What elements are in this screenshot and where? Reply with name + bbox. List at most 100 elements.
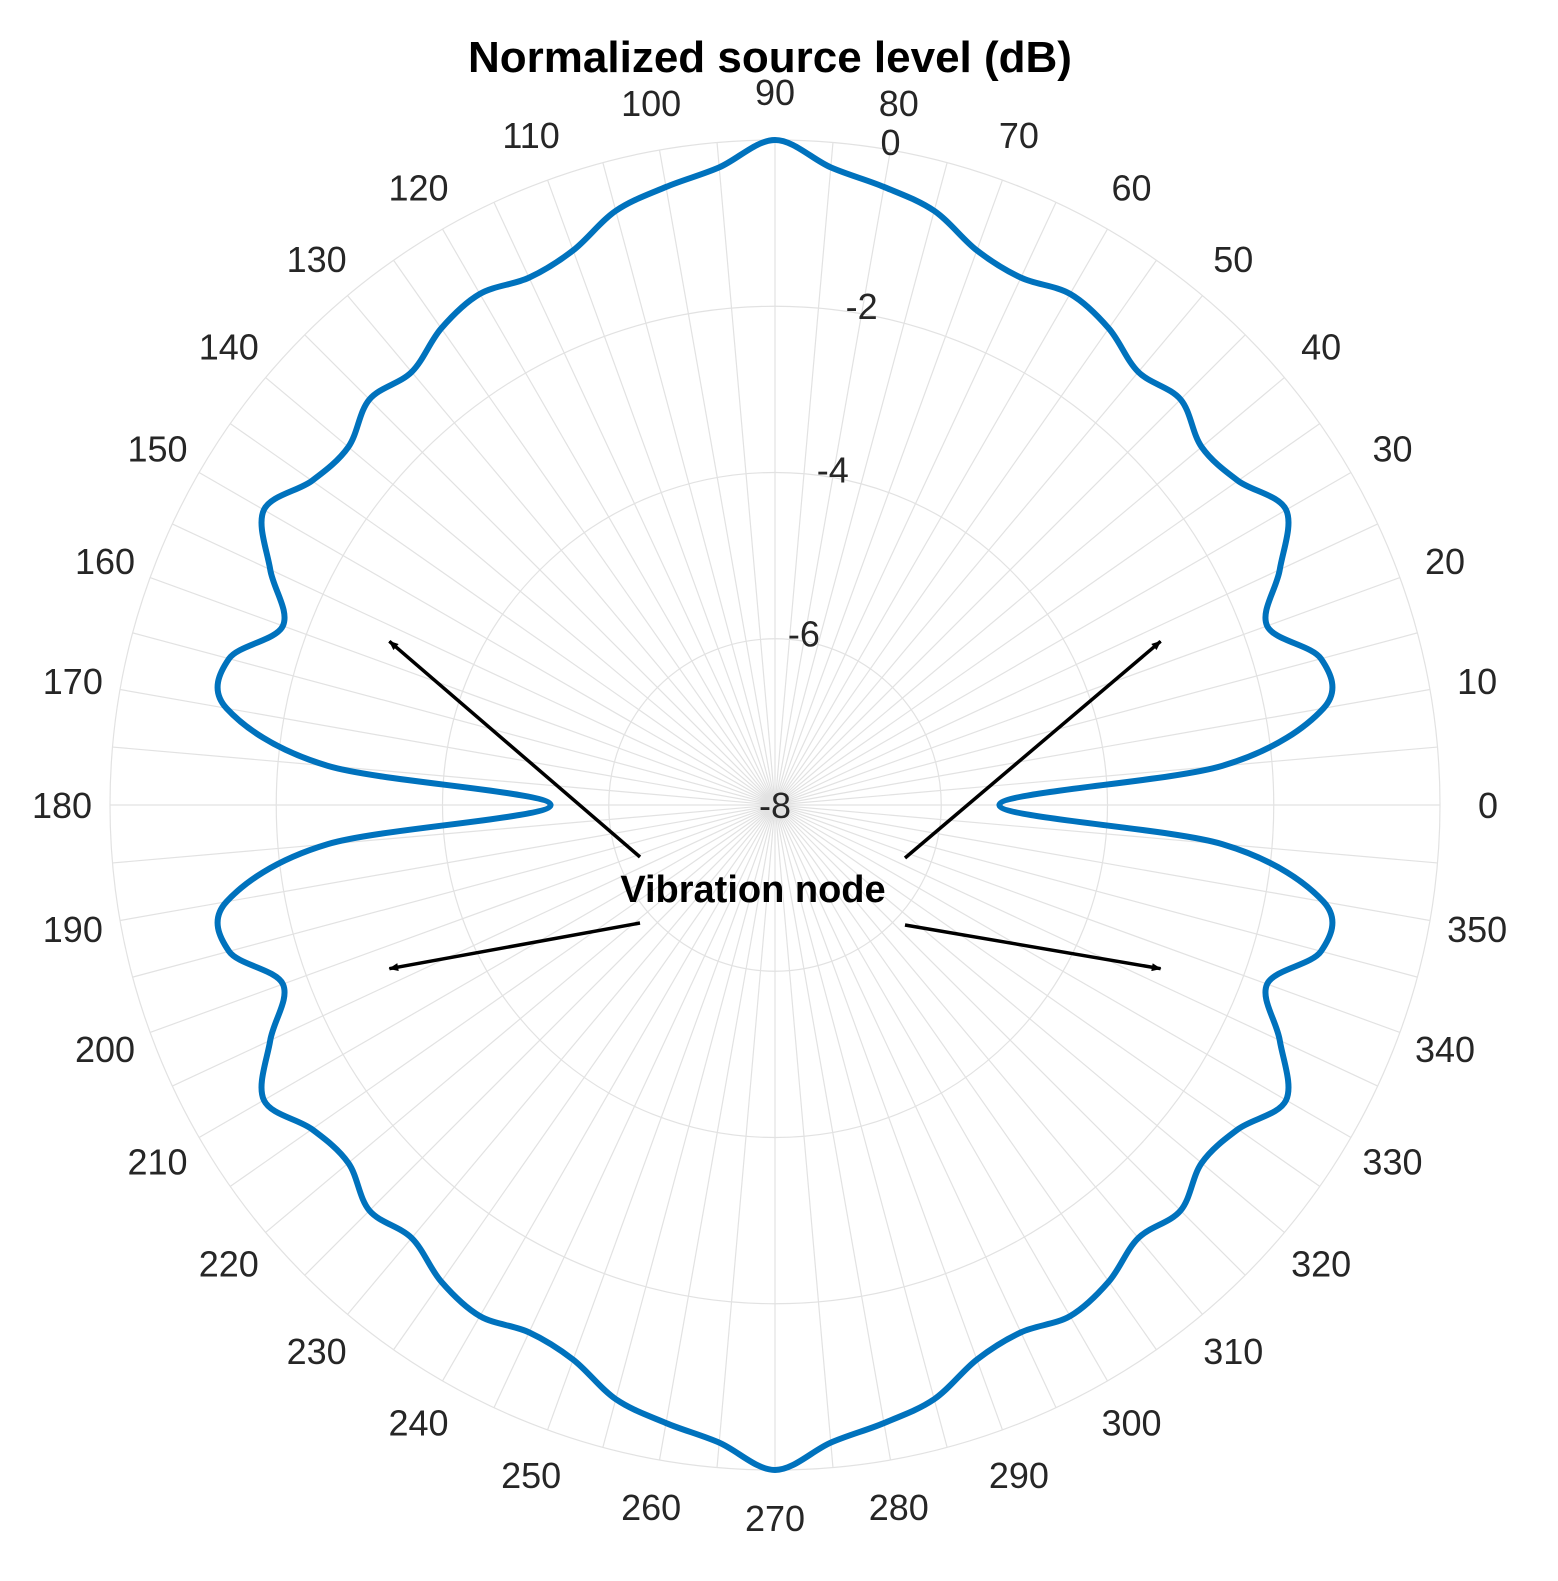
grid-spoke-185 bbox=[112, 804, 776, 864]
grid-spoke-205 bbox=[172, 804, 776, 1087]
grid-spoke-85 bbox=[774, 142, 834, 806]
theta-tick-label-260: 260 bbox=[621, 1487, 681, 1528]
grid-spoke-200 bbox=[149, 804, 776, 1034]
theta-tick-label-170: 170 bbox=[43, 661, 103, 702]
theta-tick-label-220: 220 bbox=[199, 1243, 259, 1284]
grid-spoke-210 bbox=[198, 804, 776, 1139]
grid-spoke-35 bbox=[774, 423, 1321, 806]
theta-tick-label-230: 230 bbox=[287, 1331, 347, 1372]
grid-spoke-195 bbox=[132, 804, 776, 978]
grid-spoke-130 bbox=[347, 295, 776, 806]
theta-tick-label-30: 30 bbox=[1372, 429, 1412, 470]
theta-tick-label-150: 150 bbox=[127, 429, 187, 470]
grid-spoke-135 bbox=[304, 334, 776, 806]
theta-tick-label-310: 310 bbox=[1203, 1331, 1263, 1372]
theta-tick-label-280: 280 bbox=[869, 1487, 929, 1528]
grid-spoke-255 bbox=[602, 804, 776, 1448]
grid-spoke-240 bbox=[441, 804, 776, 1382]
r-tick-label-4: 0 bbox=[880, 122, 900, 163]
theta-tick-label-100: 100 bbox=[621, 83, 681, 124]
theta-tick-label-50: 50 bbox=[1213, 239, 1253, 280]
grid-spoke-100 bbox=[658, 149, 776, 806]
grid-spoke-330 bbox=[774, 804, 1352, 1139]
theta-tick-label-330: 330 bbox=[1362, 1142, 1422, 1183]
theta-tick-label-290: 290 bbox=[989, 1455, 1049, 1496]
grid-spoke-335 bbox=[774, 804, 1378, 1087]
chart-title: Normalized source level (dB) bbox=[468, 33, 1072, 82]
theta-tick-label-160: 160 bbox=[75, 541, 135, 582]
annotation-vibration-node: Vibration node bbox=[620, 869, 885, 911]
grid-spoke-105 bbox=[602, 162, 776, 806]
grid-spoke-305 bbox=[774, 804, 1157, 1351]
grid-spoke-5 bbox=[774, 746, 1438, 806]
grid-spoke-325 bbox=[774, 804, 1321, 1187]
grid-spoke-225 bbox=[304, 804, 776, 1276]
r-tick-label-2: -4 bbox=[817, 450, 849, 491]
grid-spoke-115 bbox=[493, 202, 776, 806]
grid-spoke-250 bbox=[546, 804, 776, 1431]
theta-tick-label-70: 70 bbox=[999, 115, 1039, 156]
grid-spoke-230 bbox=[347, 804, 776, 1315]
theta-tick-label-270: 270 bbox=[745, 1498, 805, 1539]
series-layer bbox=[214, 137, 1336, 1473]
annotation-layer: Vibration node bbox=[388, 639, 1162, 972]
grid-spoke-260 bbox=[658, 804, 776, 1461]
theta-tick-label-320: 320 bbox=[1291, 1243, 1351, 1284]
grid-spoke-215 bbox=[229, 804, 776, 1187]
grid-spoke-235 bbox=[393, 804, 776, 1351]
grid-spoke-20 bbox=[774, 576, 1401, 806]
grid-spoke-315 bbox=[774, 804, 1246, 1276]
grid-spoke-290 bbox=[774, 804, 1004, 1431]
theta-tick-label-90: 90 bbox=[755, 72, 795, 113]
theta-tick-label-80: 80 bbox=[879, 83, 919, 124]
theta-tick-label-120: 120 bbox=[388, 168, 448, 209]
theta-tick-label-0: 0 bbox=[1478, 785, 1498, 826]
grid-spoke-355 bbox=[774, 804, 1438, 864]
theta-tick-label-130: 130 bbox=[287, 239, 347, 280]
grid-spoke-155 bbox=[172, 523, 776, 806]
theta-tick-label-60: 60 bbox=[1111, 168, 1151, 209]
grid-spoke-50 bbox=[774, 295, 1203, 806]
annotation-arrow-23 bbox=[903, 639, 1162, 860]
annotation-arrow-203 bbox=[388, 921, 641, 972]
theta-tick-label-180: 180 bbox=[32, 785, 92, 826]
theta-tick-label-200: 200 bbox=[75, 1029, 135, 1070]
theta-tick-label-240: 240 bbox=[388, 1402, 448, 1443]
grid-spoke-15 bbox=[774, 632, 1418, 806]
theta-tick-label-40: 40 bbox=[1301, 327, 1341, 368]
grid-spoke-295 bbox=[774, 804, 1057, 1408]
grid-spoke-110 bbox=[546, 179, 776, 806]
theta-tick-label-110: 110 bbox=[502, 115, 559, 156]
grid-spoke-80 bbox=[774, 149, 892, 806]
grid-spoke-125 bbox=[393, 259, 776, 806]
grid-spoke-150 bbox=[198, 471, 776, 806]
grid-spoke-175 bbox=[112, 746, 776, 806]
grid-spoke-300 bbox=[774, 804, 1109, 1382]
theta-tick-label-350: 350 bbox=[1447, 909, 1507, 950]
r-tick-label-1: -6 bbox=[788, 613, 820, 654]
annotation-arrow-157 bbox=[388, 639, 642, 859]
theta-tick-label-250: 250 bbox=[501, 1455, 561, 1496]
theta-tick-label-20: 20 bbox=[1425, 541, 1465, 582]
grid-spoke-65 bbox=[774, 202, 1057, 806]
r-tick-label-3: -2 bbox=[846, 286, 878, 327]
grid-spoke-55 bbox=[774, 259, 1157, 806]
grid-spoke-45 bbox=[774, 334, 1246, 806]
theta-tick-label-210: 210 bbox=[127, 1142, 187, 1183]
grid-spoke-25 bbox=[774, 523, 1378, 806]
grid-spoke-165 bbox=[132, 632, 776, 806]
grid-spoke-95 bbox=[716, 142, 776, 806]
theta-tick-label-190: 190 bbox=[43, 909, 103, 950]
grid-spoke-265 bbox=[716, 804, 776, 1468]
theta-tick-label-300: 300 bbox=[1101, 1402, 1161, 1443]
grid-spoke-245 bbox=[493, 804, 776, 1408]
radial-tick-labels: -8 -6 -4 -2 0 bbox=[759, 122, 900, 826]
series-line-0 bbox=[214, 137, 1336, 1473]
grid-spoke-120 bbox=[441, 228, 776, 806]
grid-spoke-70 bbox=[774, 179, 1004, 806]
grid-spoke-145 bbox=[229, 423, 776, 806]
grid-spoke-340 bbox=[774, 804, 1401, 1034]
grid-spoke-30 bbox=[774, 471, 1352, 806]
grid-spoke-285 bbox=[774, 804, 948, 1448]
